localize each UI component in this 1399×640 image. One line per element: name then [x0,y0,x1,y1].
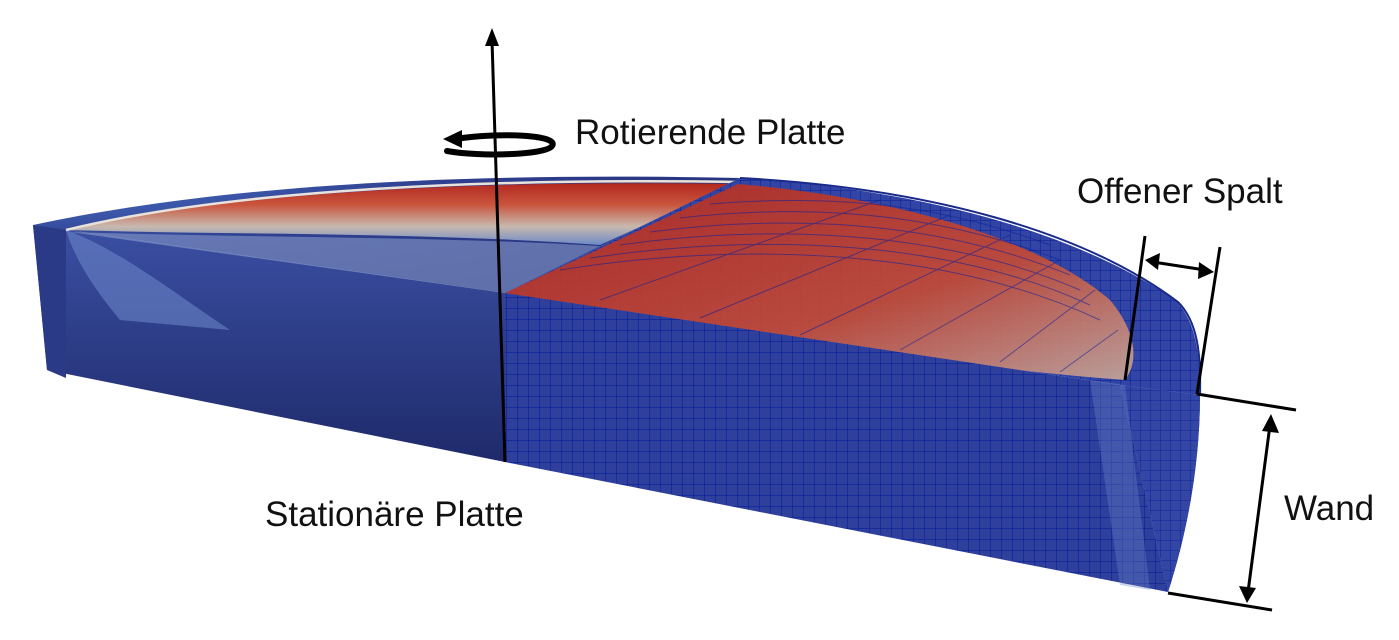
rotation-arrow-icon [444,132,556,158]
gap-arrowhead-left [1145,253,1160,270]
rim-highlight [65,180,739,232]
flow-field-right [505,184,1134,380]
wall-arrowhead-top [1262,414,1279,433]
stationary-plate-label: Stationäre Platte [265,495,524,534]
meshed-front-face [505,293,1168,592]
rotation-arrowhead [443,130,462,148]
gap-dimension-arrow [1152,260,1206,272]
gap-left-line [1123,235,1147,381]
wall-top-line [1196,392,1297,412]
boundary-layer-plume [66,230,230,330]
outer-rim [739,177,1202,396]
open-gap-label: Offener Spalt [1077,172,1283,211]
wall-dimension-arrow [1246,424,1272,593]
left-end-face [33,225,66,378]
wall-arrowhead-bottom [1239,586,1256,603]
wall-bottom-line [1167,591,1273,612]
gap-right-line [1195,246,1222,395]
top-mesh-lines [559,199,1119,373]
wall-label: Wand [1284,489,1375,528]
rotation-axis [490,39,507,463]
rotating-plate-label: Rotierende Platte [575,113,846,152]
flow-field-left-lower [70,232,600,293]
flow-field-left [66,183,735,245]
wall-highlight [1090,380,1150,590]
outer-wall-mesh [1120,385,1200,592]
axis-arrowhead [485,28,499,46]
gap-arrowhead-right [1198,262,1214,279]
